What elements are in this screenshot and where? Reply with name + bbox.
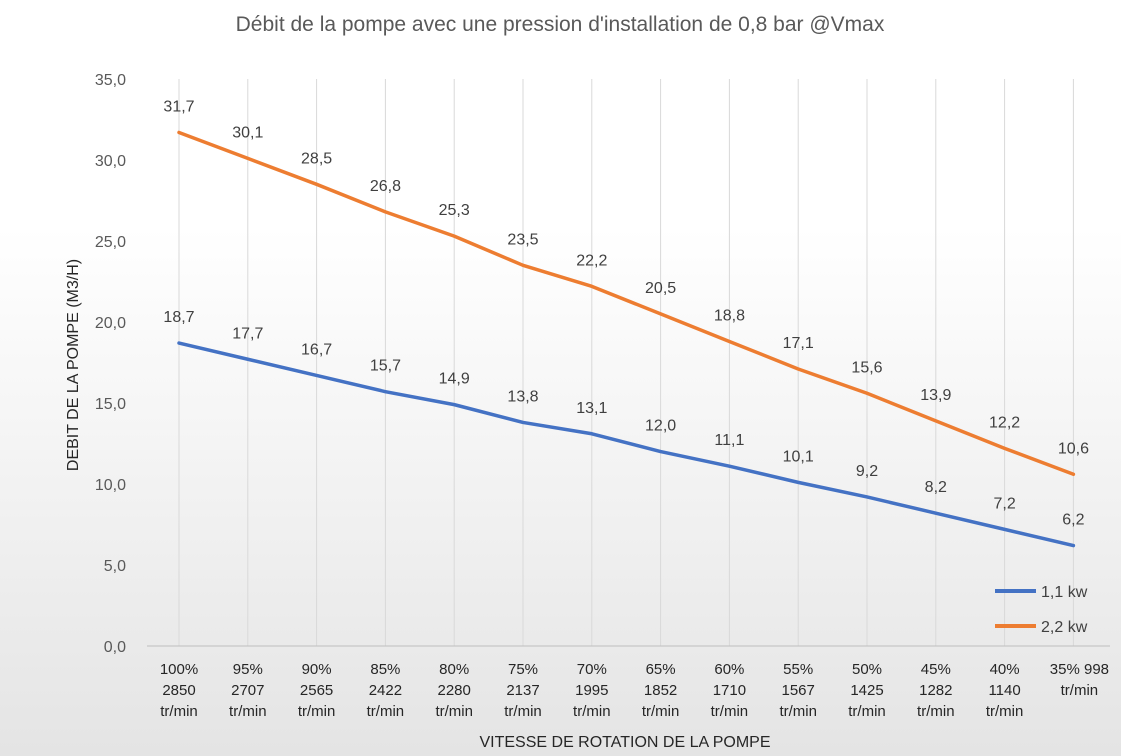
data-point	[796, 367, 800, 371]
data-label: 14,9	[439, 371, 470, 388]
data-label: 6,2	[1062, 512, 1084, 529]
data-label: 12,0	[645, 418, 676, 435]
data-point	[246, 357, 250, 361]
y-tick-label: 35,0	[95, 72, 126, 89]
x-tick-label: 55% 1567 tr/min	[779, 661, 817, 720]
x-tick-label: 90% 2565 tr/min	[298, 661, 336, 720]
data-label: 13,9	[920, 387, 951, 404]
data-label: 17,7	[232, 325, 263, 342]
data-point	[383, 390, 387, 394]
x-tick-label: 95% 2707 tr/min	[229, 661, 267, 720]
data-point	[590, 284, 594, 288]
data-point	[521, 420, 525, 424]
x-tick-label: 50% 1425 tr/min	[848, 661, 886, 720]
data-label: 26,8	[370, 178, 401, 195]
x-tick-label: 70% 1995 tr/min	[573, 661, 611, 720]
data-label: 13,1	[576, 400, 607, 417]
data-label: 31,7	[163, 98, 194, 115]
y-tick-label: 25,0	[95, 234, 126, 251]
data-point	[315, 373, 319, 377]
data-label: 10,6	[1058, 440, 1089, 457]
y-tick-labels: 0,0 5,0 10,0 15,0 20,0 25,0 30,0 35,0	[95, 72, 126, 656]
data-label: 18,7	[163, 309, 194, 326]
data-label: 28,5	[301, 150, 332, 167]
data-point	[796, 480, 800, 484]
chart-title: Débit de la pompe avec une pression d'in…	[236, 13, 885, 36]
y-tick-label: 20,0	[95, 315, 126, 332]
data-point	[727, 464, 731, 468]
x-tick-label: 80% 2280 tr/min	[435, 661, 473, 720]
data-label: 11,1	[714, 432, 744, 449]
data-labels: 18,7 17,7 16,7 15,7 14,9 13,8 13,1 12,0 11,1 10,1…	[163, 98, 1089, 528]
data-point	[934, 511, 938, 515]
y-tick-label: 15,0	[95, 396, 126, 413]
gridlines	[178, 79, 1074, 646]
x-tick-label: 85% 2422 tr/min	[367, 661, 405, 720]
x-axis-title: VITESSE DE ROTATION DE LA POMPE	[479, 734, 770, 751]
legend-label: 2,2 kw	[1041, 619, 1088, 636]
data-point	[590, 432, 594, 436]
x-tick-label: 100% 2850 tr/min	[160, 661, 198, 720]
data-point	[246, 156, 250, 160]
data-label: 12,2	[989, 414, 1020, 431]
y-tick-label: 0,0	[104, 639, 126, 656]
x-tick-label: 45% 1282 tr/min	[917, 661, 955, 720]
series-line	[177, 130, 1076, 477]
legend: 1,1 kw 2,2 kw	[995, 584, 1088, 636]
data-label: 7,2	[993, 495, 1015, 512]
x-tick-label: 75% 2137 tr/min	[504, 661, 542, 720]
data-point	[521, 263, 525, 267]
data-label: 17,1	[783, 335, 814, 352]
x-tick-label: 40% 1140 tr/min	[986, 661, 1024, 720]
y-axis-title: DEBIT DE LA POMPE (M3/H)	[65, 259, 82, 471]
data-point	[865, 495, 869, 499]
data-point	[383, 210, 387, 214]
data-label: 16,7	[301, 341, 332, 358]
data-label: 15,6	[851, 359, 882, 376]
x-tick-labels: 100% 2850 tr/min 95% 2707 tr/min 90% 2565 tr/min…	[160, 661, 1109, 720]
data-point	[452, 403, 456, 407]
data-point	[177, 341, 181, 345]
x-tick-label: 35% 998 tr/min	[1050, 661, 1109, 699]
data-point	[934, 419, 938, 423]
data-point	[659, 450, 663, 454]
data-point	[659, 312, 663, 316]
data-point	[315, 182, 319, 186]
data-point	[865, 391, 869, 395]
series-lines	[177, 130, 1076, 548]
data-label: 18,8	[714, 307, 745, 324]
y-tick-label: 10,0	[95, 477, 126, 494]
data-label: 25,3	[439, 202, 470, 219]
data-point	[452, 234, 456, 238]
y-tick-label: 30,0	[95, 153, 126, 170]
data-label: 22,2	[576, 252, 607, 269]
data-label: 15,7	[370, 358, 401, 375]
data-label: 8,2	[925, 479, 947, 496]
legend-label: 1,1 kw	[1041, 584, 1088, 601]
series-line	[177, 341, 1076, 548]
y-tick-label: 5,0	[104, 558, 126, 575]
data-point	[1071, 544, 1075, 548]
data-label: 10,1	[783, 448, 814, 465]
data-label: 23,5	[507, 231, 538, 248]
data-point	[1003, 527, 1007, 531]
x-tick-label: 60% 1710 tr/min	[711, 661, 749, 720]
data-point	[177, 130, 181, 134]
data-point	[1071, 472, 1075, 476]
data-label: 20,5	[645, 280, 676, 297]
x-tick-label: 65% 1852 tr/min	[642, 661, 680, 720]
data-point	[1003, 446, 1007, 450]
data-label: 30,1	[232, 124, 263, 141]
data-label: 9,2	[856, 463, 878, 480]
data-label: 13,8	[507, 388, 538, 405]
data-point	[727, 339, 731, 343]
